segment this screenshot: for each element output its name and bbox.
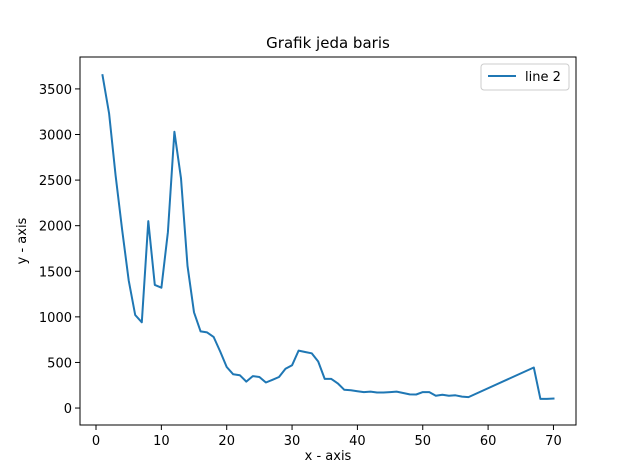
plot-frame xyxy=(79,56,577,426)
y-tick-label: 3000 xyxy=(39,129,72,144)
y-tick-label: 3500 xyxy=(39,83,72,98)
x-tick-label: 50 xyxy=(414,434,431,449)
y-axis-ticks: 0 500 1000 1500 2000 2500 3000 3500 xyxy=(39,83,80,417)
x-tick-label: 40 xyxy=(349,434,366,449)
x-axis-ticks: 0 10 20 30 40 50 60 70 xyxy=(92,425,562,449)
x-tick-label: 10 xyxy=(153,434,170,449)
x-tick-label: 30 xyxy=(284,434,301,449)
y-tick-label: 1000 xyxy=(39,311,72,326)
x-tick-label: 60 xyxy=(480,434,497,449)
x-tick-label: 70 xyxy=(545,434,562,449)
y-axis-label: y - axis xyxy=(15,217,30,264)
x-axis-label: x - axis xyxy=(305,449,352,464)
legend-box xyxy=(480,63,570,91)
y-tick-label: 1500 xyxy=(39,265,72,280)
y-tick-label: 0 xyxy=(64,402,72,417)
legend-label-line-2: line 2 xyxy=(525,70,561,85)
chart-title: Grafik jeda baris xyxy=(266,34,390,52)
plot-area xyxy=(101,74,555,400)
x-tick-label: 0 xyxy=(92,434,100,449)
x-tick-label: 20 xyxy=(218,434,235,449)
y-tick-label: 500 xyxy=(47,356,72,371)
series-line-line-2 xyxy=(101,74,555,400)
y-tick-label: 2000 xyxy=(39,220,72,235)
y-tick-label: 2500 xyxy=(39,174,72,189)
legend: line 2 xyxy=(480,63,570,91)
